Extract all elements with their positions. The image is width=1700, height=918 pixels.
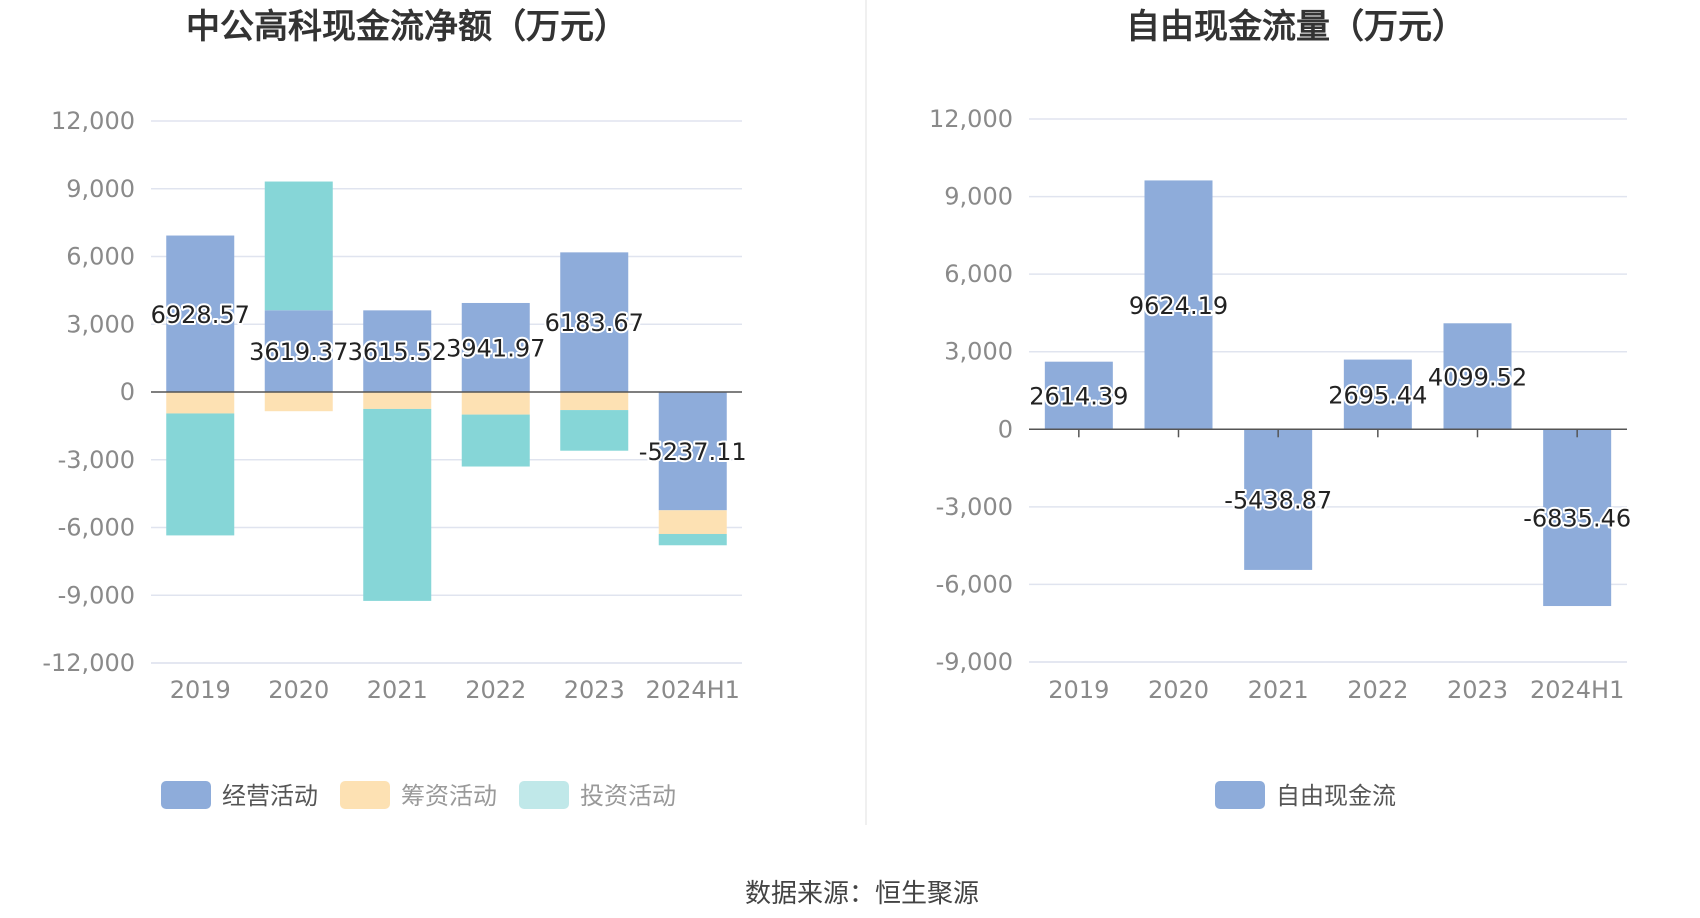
y-tick-label: 6,000	[944, 260, 1013, 288]
x-tick-label: 2019	[170, 676, 231, 704]
bar-operating-2024H1[interactable]	[658, 392, 727, 511]
x-tick-label: 2023	[564, 676, 625, 704]
data-label: 3615.52	[348, 338, 447, 366]
x-tick-label: 2019	[1048, 676, 1109, 704]
y-tick-label: -6,000	[58, 514, 135, 542]
bar-operating-2021[interactable]	[363, 310, 432, 392]
bar-financing-2021[interactable]	[363, 392, 432, 409]
data-label: -6835.46	[1523, 505, 1631, 533]
bar-operating-2023[interactable]	[560, 252, 629, 392]
legend-item-free-cash-flow[interactable]: 自由现金流	[1215, 781, 1396, 810]
legend-swatch-financing	[340, 781, 390, 809]
bar-financing-2020[interactable]	[264, 392, 333, 412]
legend-swatch-operating	[161, 781, 211, 809]
legend-swatch-investing	[519, 781, 569, 809]
y-tick-label: -3,000	[58, 446, 135, 474]
x-tick-label: 2023	[1447, 676, 1508, 704]
bar-operating-2019[interactable]	[166, 235, 235, 392]
x-tick-label: 2021	[367, 676, 428, 704]
legend-label-financing: 筹资活动	[401, 782, 497, 810]
bar-free-cash-flow-2023[interactable]	[1443, 323, 1512, 430]
x-tick-label: 2020	[1148, 676, 1209, 704]
bar-free-cash-flow-2019[interactable]	[1044, 361, 1113, 430]
y-tick-label: 3,000	[66, 310, 135, 338]
bar-investing-2021[interactable]	[363, 408, 432, 601]
cash-flow-legend: 经营活动 筹资活动 投资活动	[161, 781, 676, 810]
data-label: 9624.19	[1129, 292, 1228, 320]
bar-investing-2024H1[interactable]	[658, 533, 727, 546]
y-tick-label: 9,000	[66, 175, 135, 203]
y-tick-label: -9,000	[58, 581, 135, 609]
x-tick-label: 2022	[465, 676, 526, 704]
legend-item-investing[interactable]: 投资活动	[519, 781, 676, 810]
x-tick-label: 2024H1	[1530, 676, 1624, 704]
data-source: 数据来源：恒生聚源	[745, 879, 979, 909]
data-label: 2695.44	[1328, 381, 1427, 409]
y-tick-label: 0	[998, 415, 1013, 443]
legend-item-operating[interactable]: 经营活动	[161, 781, 318, 810]
bar-financing-2023[interactable]	[560, 392, 629, 411]
bar-investing-2023[interactable]	[560, 410, 629, 451]
legend-label-operating: 经营活动	[222, 782, 318, 810]
x-tick-label: 2021	[1248, 676, 1309, 704]
bar-financing-2019[interactable]	[166, 392, 235, 414]
data-label: 3941.97	[446, 334, 545, 362]
y-tick-label: 6,000	[66, 243, 135, 271]
data-label: 6183.67	[545, 309, 644, 337]
y-tick-label: -6,000	[936, 570, 1013, 598]
y-tick-label: 0	[120, 378, 135, 406]
data-label: 6928.57	[151, 301, 250, 329]
y-tick-label: 12,000	[51, 107, 135, 135]
free-cash-flow-plot: 12,000 9,000 6,000 3,000 0 -3,000 -6,000 -9,000…	[929, 105, 1633, 704]
data-label: 3619.37	[249, 338, 348, 366]
data-label: 4099.52	[1428, 363, 1527, 391]
x-tick-label: 2020	[268, 676, 329, 704]
y-tick-label: 12,000	[929, 105, 1013, 133]
x-tick-label: 2024H1	[646, 676, 740, 704]
bar-free-cash-flow-2024H1[interactable]	[1543, 429, 1612, 607]
chart-title-cash-flow: 中公高科现金流净额（万元）	[186, 7, 628, 47]
bar-free-cash-flow-2022[interactable]	[1343, 359, 1412, 430]
bar-investing-2022[interactable]	[461, 414, 530, 467]
free-cash-flow-legend: 自由现金流	[1215, 781, 1396, 810]
bar-investing-2020[interactable]	[264, 181, 333, 311]
chart-title-free-cash-flow: 自由现金流量（万元）	[1126, 7, 1466, 47]
legend-item-financing[interactable]: 筹资活动	[340, 781, 497, 810]
bar-operating-2022[interactable]	[461, 302, 530, 392]
bar-free-cash-flow-2020[interactable]	[1144, 180, 1213, 430]
legend-label-free-cash-flow: 自由现金流	[1276, 782, 1396, 810]
y-tick-label: 9,000	[944, 183, 1013, 211]
bar-operating-2020[interactable]	[264, 310, 333, 392]
legend-swatch-free-cash-flow	[1215, 781, 1265, 809]
legend-label-investing: 投资活动	[580, 782, 676, 810]
bar-investing-2019[interactable]	[166, 413, 235, 536]
data-label: 2614.39	[1029, 382, 1128, 410]
y-tick-label: -12,000	[42, 649, 135, 677]
data-label: -5438.87	[1224, 487, 1332, 515]
bar-free-cash-flow-2021[interactable]	[1244, 429, 1313, 570]
bar-financing-2024H1[interactable]	[658, 510, 727, 534]
y-tick-label: -3,000	[936, 493, 1013, 521]
x-tick-label: 2022	[1347, 676, 1408, 704]
data-label: -5237.11	[639, 438, 747, 466]
bar-financing-2022[interactable]	[461, 392, 530, 415]
y-tick-label: 3,000	[944, 338, 1013, 366]
y-tick-label: -9,000	[936, 648, 1013, 676]
cash-flow-plot: 12,000 9,000 6,000 3,000 0 -3,000 -6,000 -9,000…	[42, 107, 748, 704]
